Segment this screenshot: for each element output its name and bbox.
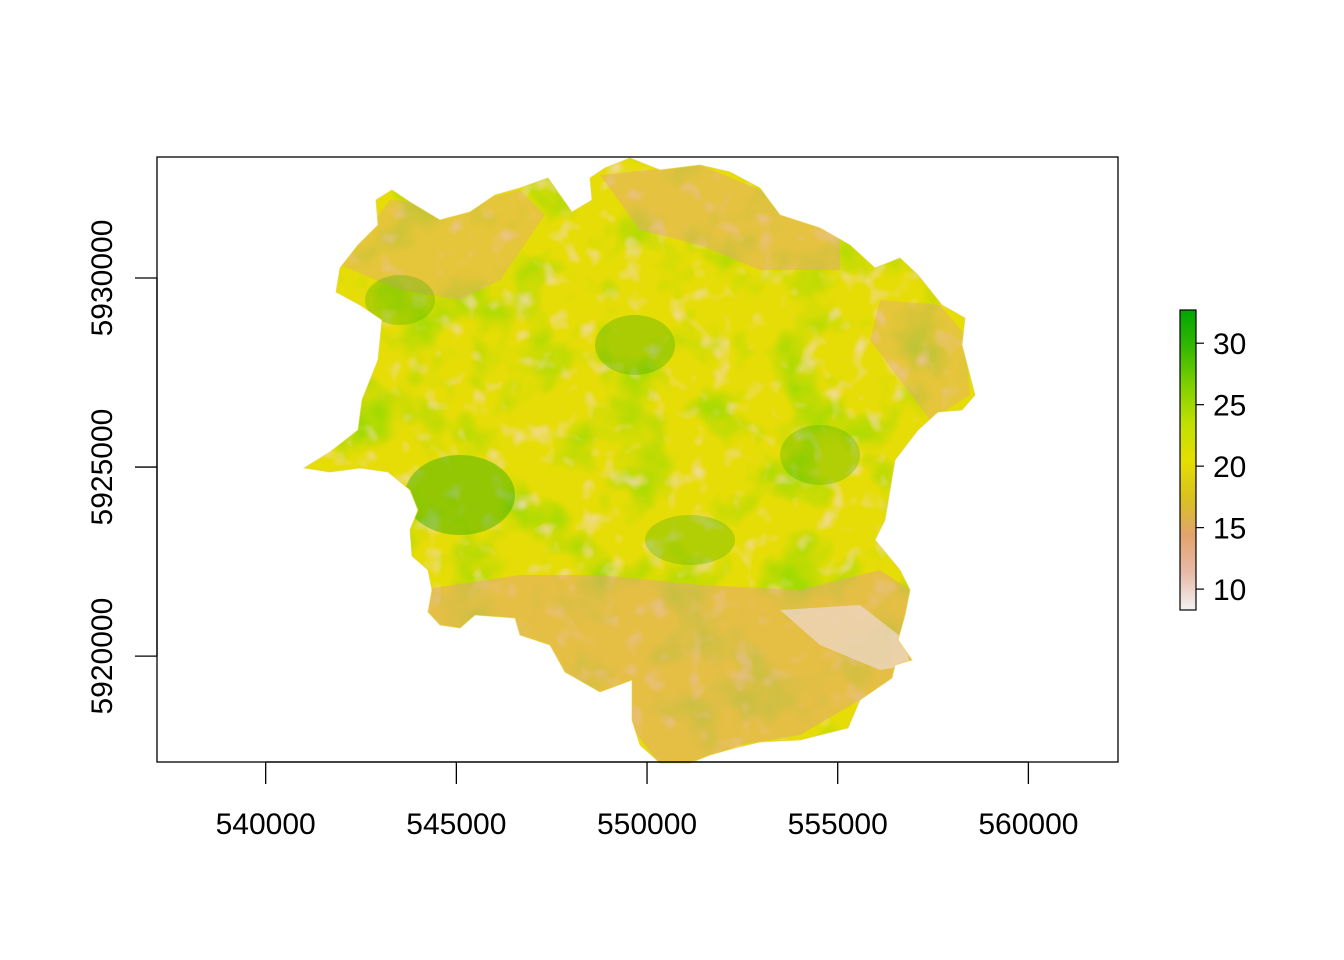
x-tick-label: 540000 [216, 808, 316, 841]
y-axis: 5920000 5925000 5930000 [86, 220, 158, 715]
raster-high-patch [645, 515, 735, 565]
legend-color-bar [1179, 309, 1197, 611]
raster-minimum-zone [780, 605, 910, 670]
raster-east-low-zone [870, 300, 970, 420]
y-tick-label: 5930000 [86, 220, 119, 337]
x-tick-label: 555000 [788, 808, 888, 841]
raster-high-patch [780, 425, 860, 485]
raster-high-patch [405, 455, 515, 535]
legend-tick-label: 20 [1213, 451, 1246, 484]
legend-tick-label: 10 [1213, 574, 1246, 607]
legend-tick-label: 25 [1213, 390, 1246, 423]
raster-high-patch [595, 315, 675, 375]
x-axis: 540000 545000 550000 555000 560000 [216, 761, 1078, 841]
raster-south-low-zone [420, 570, 915, 763]
y-tick-label: 5920000 [86, 598, 119, 715]
raster-high-patch [365, 275, 435, 325]
y-tick-label: 5925000 [86, 409, 119, 526]
raster-region-edge [302, 157, 976, 764]
x-tick-label: 550000 [597, 808, 697, 841]
raster-region [304, 158, 975, 763]
raster-north-west-low-zone [340, 190, 545, 300]
x-tick-label: 545000 [406, 808, 506, 841]
legend-tick-label: 30 [1213, 328, 1246, 361]
legend-tick-label: 15 [1213, 513, 1246, 546]
raster-north-low-zone [600, 165, 840, 270]
x-tick-label: 560000 [978, 808, 1078, 841]
color-legend: 10 15 20 25 30 [1179, 309, 1246, 611]
